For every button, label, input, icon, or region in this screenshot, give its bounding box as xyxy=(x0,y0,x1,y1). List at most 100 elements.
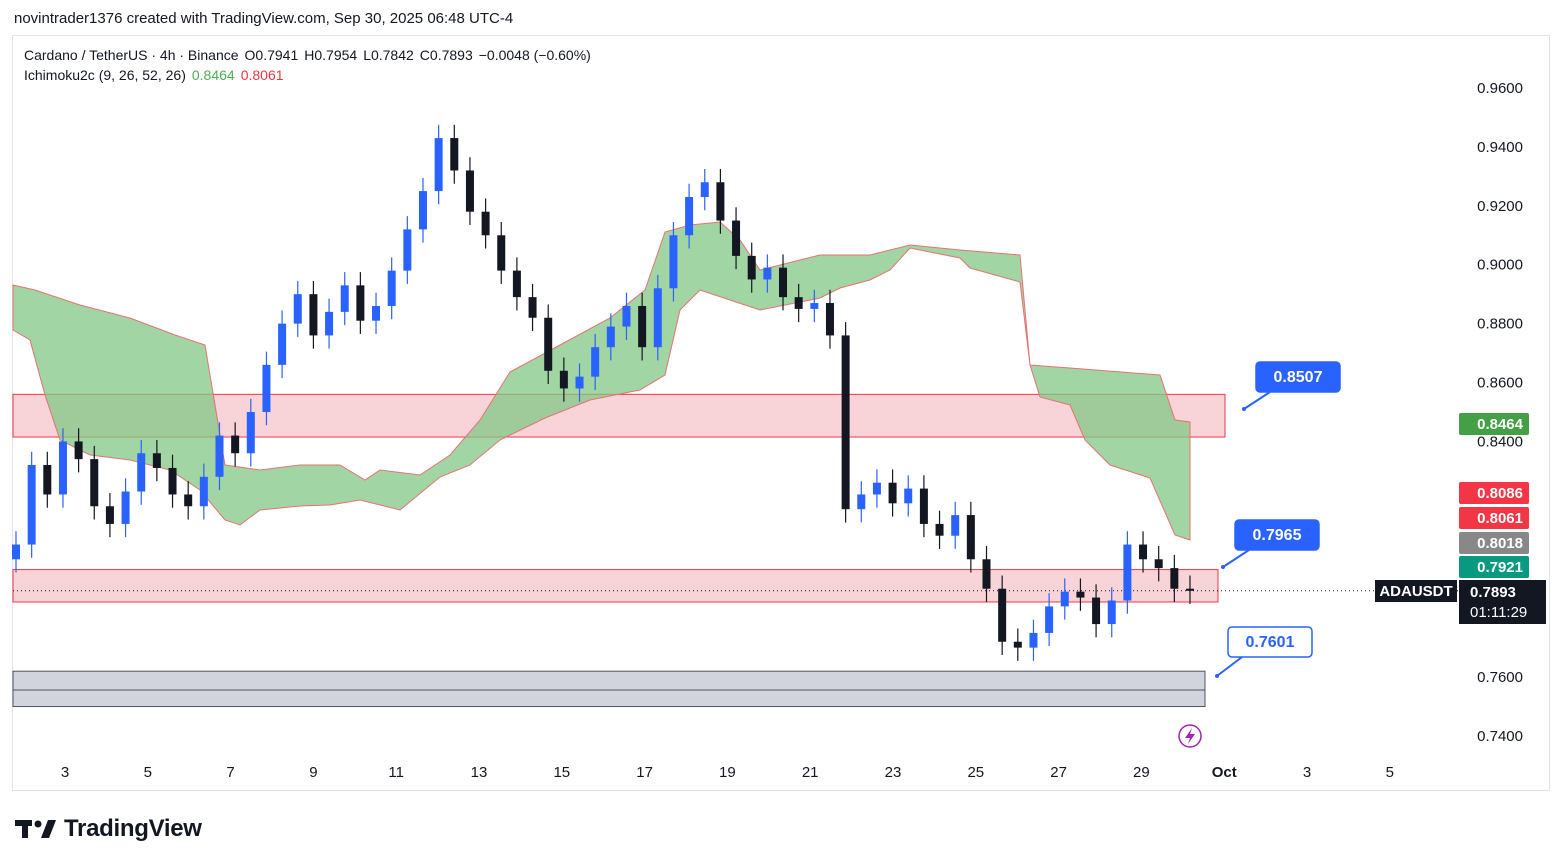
candle-body xyxy=(935,523,944,536)
time-tick-label: 29 xyxy=(1133,764,1150,781)
callout-label: 0.8507 xyxy=(1274,369,1323,386)
time-tick-label: 15 xyxy=(553,764,570,781)
cloud-area xyxy=(12,221,1191,541)
time-tick-label: 11 xyxy=(388,764,404,781)
price-axis: 0.9600 0.9400 0.9200 0.9000 0.8800 0.8600 0.84… xyxy=(1375,80,1546,745)
time-tick-label: 25 xyxy=(967,764,984,781)
price-badge xyxy=(1459,556,1529,578)
candle-body xyxy=(528,297,537,318)
candle-body xyxy=(904,488,913,504)
price-tick-label: 0.9000 xyxy=(1477,257,1523,274)
candle-body xyxy=(653,288,662,348)
candle-body xyxy=(168,467,177,495)
candle-body xyxy=(43,465,52,495)
candle-body xyxy=(434,138,443,192)
candle-body xyxy=(810,303,819,309)
candle-body xyxy=(403,229,412,271)
callout-anchor xyxy=(1215,674,1219,678)
ichimoku-cloud xyxy=(12,221,1191,541)
candle-body xyxy=(309,294,318,336)
candle-body xyxy=(58,441,67,495)
price-badge-label: 0.8464 xyxy=(1477,416,1524,433)
chart-credit: novintrader1376 created with TradingView… xyxy=(14,10,514,27)
current-price-badge xyxy=(1459,580,1546,624)
price-badge xyxy=(1459,507,1529,529)
tradingview-logo-icon xyxy=(14,817,58,841)
candle-body xyxy=(1123,544,1132,601)
candle-body xyxy=(1107,600,1116,625)
candle-body xyxy=(497,235,506,271)
candle-body xyxy=(794,297,803,309)
ohlc-row: Cardano / TetherUS · 4h · Binance O0.794… xyxy=(24,45,591,65)
tradingview-logo[interactable]: TradingView xyxy=(14,815,202,843)
candle-body xyxy=(1076,591,1085,598)
change-value: −0.0048 (−0.60%) xyxy=(478,47,591,63)
candle-body xyxy=(231,435,240,454)
candles-layer xyxy=(12,124,1194,661)
candle-body xyxy=(763,267,772,280)
candle-body xyxy=(1013,641,1022,648)
price-tick-label: 0.9600 xyxy=(1477,80,1523,97)
candle-body xyxy=(998,588,1007,642)
candle-body xyxy=(1029,632,1038,648)
price-tick-label: 0.7600 xyxy=(1477,669,1523,686)
candle-body xyxy=(121,491,130,524)
callout-label: 0.7601 xyxy=(1246,634,1295,651)
time-tick-label: 19 xyxy=(719,764,736,781)
candle-body xyxy=(152,453,161,468)
candle-body xyxy=(669,235,678,289)
zones-layer xyxy=(12,393,1458,708)
candle-body xyxy=(1154,559,1163,569)
candle-body xyxy=(888,482,897,504)
candle-body xyxy=(12,544,20,560)
time-tick-label: 3 xyxy=(61,764,69,781)
candle-body xyxy=(700,182,709,197)
current-price-label: 0.7893 xyxy=(1470,584,1516,601)
close-value: C0.7893 xyxy=(419,47,473,63)
time-tick-label: 21 xyxy=(802,764,819,781)
time-tick-label: 5 xyxy=(144,764,152,781)
price-tick-label: 0.8800 xyxy=(1477,316,1523,333)
candle-body xyxy=(951,515,960,536)
time-tick-label: 23 xyxy=(885,764,902,781)
price-badge-label: 0.8061 xyxy=(1477,510,1523,527)
demand-zone xyxy=(12,670,1206,708)
candle-body xyxy=(825,303,834,336)
callout-anchor xyxy=(1221,565,1225,569)
price-badge-label: 0.8086 xyxy=(1477,485,1523,502)
candle-body xyxy=(450,138,459,171)
price-badge xyxy=(1459,482,1529,504)
candle-body xyxy=(559,370,568,389)
candle-body xyxy=(340,285,349,312)
indicator-value-1: 0.8464 xyxy=(191,67,235,83)
candle-body xyxy=(544,317,553,371)
symbol-title[interactable]: Cardano / TetherUS · 4h · Binance xyxy=(24,47,239,63)
candle-body xyxy=(293,294,302,324)
bar-countdown-label: 01:11:29 xyxy=(1470,604,1527,621)
time-tick-label: 17 xyxy=(636,764,653,781)
time-tick-label: 7 xyxy=(226,764,234,781)
price-tick-label: 0.8600 xyxy=(1477,375,1523,392)
callout-label: 0.7965 xyxy=(1253,527,1302,544)
candle-body xyxy=(465,170,474,212)
callout-anchor xyxy=(1242,407,1246,411)
indicator-title[interactable]: Ichimoku2c (9, 26, 52, 26) xyxy=(24,67,186,83)
candle-body xyxy=(387,270,396,306)
candle-body xyxy=(90,459,99,507)
high-value: H0.7954 xyxy=(304,47,358,63)
symbol-legend[interactable]: Cardano / TetherUS · 4h · Binance O0.794… xyxy=(24,45,591,85)
support-zone xyxy=(12,569,1219,603)
price-badge xyxy=(1459,532,1529,554)
annotations-layer: 0.8507 0.7965 0.7601 xyxy=(1178,361,1341,748)
candle-body xyxy=(732,220,741,256)
price-badge-label: 0.7921 xyxy=(1477,559,1523,576)
candle-body xyxy=(1045,606,1054,633)
price-tick-label: 0.7400 xyxy=(1477,728,1523,745)
candle-body xyxy=(199,476,208,507)
indicator-row[interactable]: Ichimoku2c (9, 26, 52, 26) 0.8464 0.8061 xyxy=(24,65,591,85)
candle-body xyxy=(747,255,756,280)
candle-body xyxy=(1139,544,1148,560)
candle-body xyxy=(74,441,83,460)
time-tick-label: Oct xyxy=(1212,764,1237,781)
